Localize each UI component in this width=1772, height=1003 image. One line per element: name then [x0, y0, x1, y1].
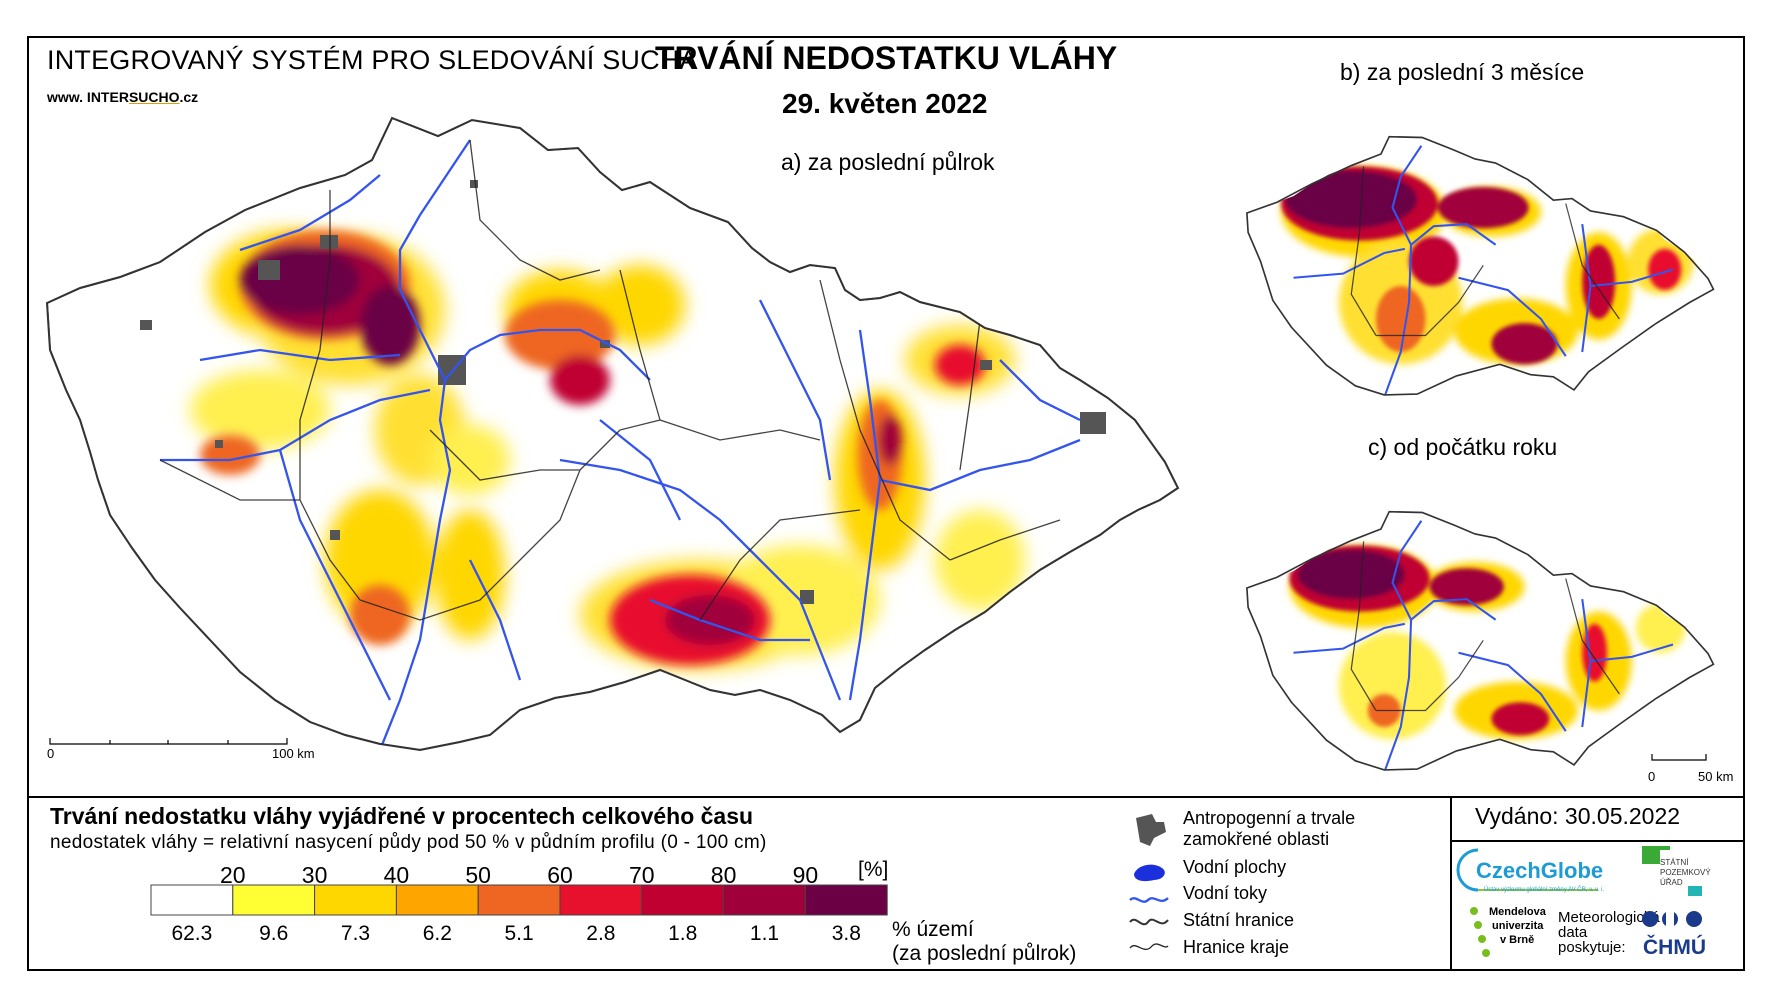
legend-colorbar	[150, 884, 888, 916]
scale-bar-a	[49, 738, 288, 745]
legend-class-swatch	[477, 884, 561, 916]
legend-area-percentage: 5.1	[504, 922, 534, 945]
state-border-icon	[1129, 918, 1169, 926]
symbol-label-state-border: Státní hranice	[1183, 910, 1295, 930]
legend-area-percentage: 9.6	[259, 922, 289, 945]
symbol-label-region-border: Hranice kraje	[1183, 937, 1290, 957]
mendel-logo-line2: univerzita	[1492, 920, 1544, 932]
legend-class-swatch	[150, 884, 234, 916]
chmu-logo-icon	[1642, 911, 1702, 927]
map-b-label: b) za poslední 3 měsíce	[1340, 59, 1585, 85]
website-link[interactable]: www. INTERSUCHO.cz	[47, 89, 199, 105]
symbols-legend	[1129, 814, 1169, 951]
met-data-line3: poskytuje:	[1558, 939, 1626, 956]
scale-c-end: 50 km	[1698, 769, 1734, 784]
legend-area-label: % území	[892, 918, 974, 941]
mendel-logo-line1: Mendelova	[1489, 906, 1546, 918]
legend-class-swatch	[804, 884, 888, 916]
map-c	[1246, 510, 1715, 773]
spu-logo-icon	[1642, 846, 1702, 896]
legend-area-percentage: 3.8	[831, 922, 861, 945]
legend-threshold: 30	[301, 862, 328, 888]
czechglobe-logo: CzechGlobe	[1476, 858, 1604, 883]
legend-area-percentage: 7.3	[340, 922, 371, 945]
symbol-label-urban-2: zamokřené oblasti	[1183, 829, 1330, 849]
legend-area-percentage: 62.3	[171, 922, 213, 945]
legend-subtitle: nedostatek vláhy = relativní nasycení pů…	[50, 832, 767, 853]
met-data-line2: data	[1558, 924, 1588, 941]
legend-title: Trvání nedostatku vláhy vyjádřené v proc…	[50, 803, 754, 829]
legend-threshold: 60	[547, 862, 573, 888]
spu-logo-line1: STÁTNÍ	[1660, 858, 1689, 867]
symbol-label-water: Vodní plochy	[1183, 857, 1287, 877]
czechglobe-logo-icon	[1456, 848, 1598, 892]
met-data-line1: Meteorologická	[1558, 909, 1660, 926]
map-a-label: a) za poslední půlrok	[781, 149, 995, 175]
map-c-label: c) od počátku roku	[1368, 434, 1558, 460]
legend-unit: [%]	[858, 858, 889, 881]
legend-area-percentage: 1.8	[668, 922, 698, 945]
map-a-state-border	[45, 116, 1180, 752]
water-body-icon	[1134, 864, 1165, 882]
legend-threshold: 80	[710, 862, 737, 888]
legend-class-swatch	[314, 884, 397, 916]
scale-a-end: 100 km	[272, 746, 315, 761]
footer-divider	[1450, 796, 1452, 971]
scale-c-zero: 0	[1648, 769, 1656, 784]
legend-class-swatch	[395, 884, 479, 916]
legend-area-percentage: 2.8	[586, 922, 616, 945]
system-name: INTEGROVANÝ SYSTÉM PRO SLEDOVÁNÍ SUCHA	[47, 45, 698, 75]
legend-class-swatch	[559, 884, 643, 916]
map-date: 29. květen 2022	[782, 88, 988, 119]
czechglobe-logo-subtitle: Ústav výzkumu globální změny AV ČR, v. v…	[1484, 887, 1605, 893]
legend-area-period: (za poslední půlrok)	[892, 942, 1077, 965]
legend-threshold: 90	[792, 862, 819, 888]
map-title: TRVÁNÍ NEDOSTATKU VLÁHY	[655, 40, 1118, 76]
scale-bar-c	[1651, 754, 1707, 761]
urban-area-icon	[1136, 814, 1166, 846]
legend-threshold: 20	[220, 862, 246, 888]
river-icon	[1129, 897, 1169, 903]
map-a-raster	[0, 0, 1200, 800]
map-frame	[27, 36, 1745, 971]
issued-date: Vydáno: 30.05.2022	[1475, 803, 1681, 829]
region-border-icon	[1129, 943, 1169, 951]
legend-area-percentage: 6.2	[422, 922, 452, 945]
legend-class-swatch	[723, 884, 806, 916]
symbol-label-urban-1: Antropogenní a trvale	[1183, 808, 1356, 828]
chmu-logo: ČHMÚ	[1643, 936, 1706, 959]
legend-class-swatch	[641, 884, 725, 916]
issued-divider	[1450, 840, 1745, 842]
mendel-logo-icon	[1470, 907, 1490, 957]
scale-a-zero: 0	[47, 746, 55, 761]
legend-threshold: 50	[465, 862, 491, 888]
spu-logo-line3: ÚŘAD	[1660, 878, 1683, 887]
symbol-label-river: Vodní toky	[1183, 883, 1268, 903]
map-b	[1246, 135, 1715, 398]
legend-threshold: 40	[383, 862, 410, 888]
spu-logo-line2: POZEMKOVÝ	[1660, 868, 1711, 877]
legend-area-percentage: 1.1	[749, 922, 780, 945]
mendel-logo-line3: v Brně	[1500, 934, 1535, 946]
legend-threshold: 70	[629, 862, 655, 888]
legend-divider	[27, 796, 1745, 798]
legend-class-swatch	[232, 884, 316, 916]
